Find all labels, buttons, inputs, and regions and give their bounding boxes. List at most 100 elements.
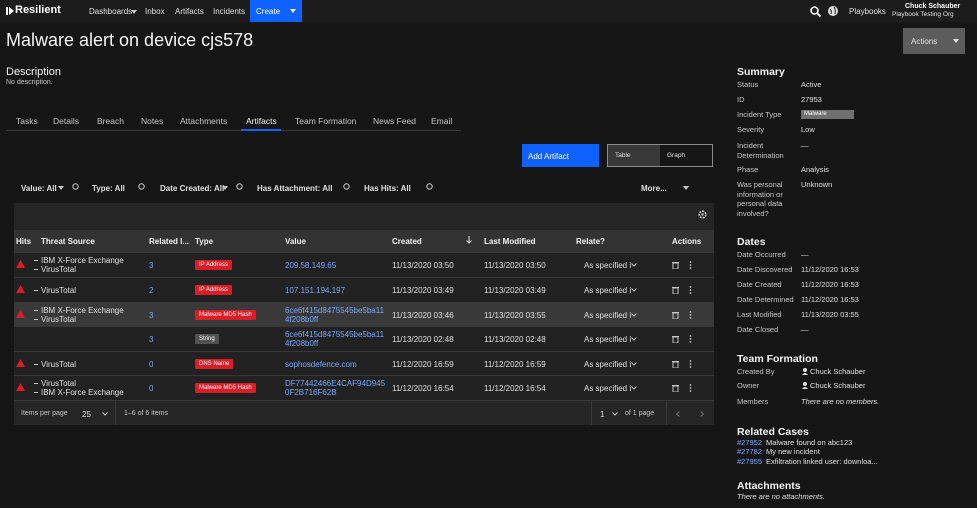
relate[interactable]: As specified i (584, 311, 632, 321)
related-count[interactable]: 3 (149, 311, 154, 321)
view-option[interactable]: Table (615, 152, 631, 159)
relate[interactable]: As specified i (584, 335, 632, 345)
relate[interactable]: As specified i (584, 261, 632, 271)
create-label[interactable]: Create (256, 7, 281, 16)
relate[interactable]: As specified i (584, 384, 632, 394)
per-page-value[interactable]: 25 (82, 410, 91, 419)
relate[interactable]: As specified i (584, 286, 632, 296)
related-count[interactable]: 0 (149, 360, 154, 370)
tab[interactable]: Team Formation (295, 116, 357, 126)
artifact-value[interactable]: 6ce6f415d8475545be5ba114f208b0ff (285, 330, 385, 349)
nav-item[interactable]: Dashboards (89, 7, 133, 16)
filter[interactable]: Has Attachment: All (257, 184, 333, 193)
tab[interactable]: Breach (97, 116, 124, 126)
column-header[interactable]: Related I... (149, 237, 190, 246)
source-bullet (34, 260, 38, 262)
overflow-menu[interactable] (689, 384, 692, 393)
delete-icon[interactable] (672, 384, 679, 393)
filter[interactable]: Date Created: All (160, 184, 225, 193)
section-title: Summary (737, 66, 785, 78)
source-bullet (34, 383, 38, 385)
prev-page[interactable] (676, 411, 680, 417)
related-count[interactable]: 0 (149, 384, 154, 394)
filter[interactable]: Has Hits: All (364, 184, 411, 193)
filter-more[interactable]: More... (641, 184, 667, 193)
column-header[interactable]: Last Modified (484, 237, 536, 246)
table-row[interactable]: VirusTotal 0 DNS Name sophosdefence.com 11/1… (14, 351, 714, 376)
created: 11/13/2020 03:49 (392, 286, 454, 296)
created: 11/12/2020 16:59 (392, 360, 454, 370)
settings-icon[interactable] (698, 210, 707, 219)
table-row[interactable]: IBM X-Force Exchange VirusTotal 3 Malware M… (14, 302, 714, 327)
delete-icon[interactable] (672, 335, 679, 344)
search-icon[interactable] (810, 6, 821, 17)
field-value: Low (801, 125, 815, 134)
table-row[interactable]: 3 String 6ce6f415d8475545be5ba114f208b0ff 1… (14, 326, 714, 351)
column-header[interactable]: Value (285, 237, 306, 246)
delete-icon[interactable] (672, 311, 679, 320)
nav-item[interactable]: Artifacts (175, 7, 204, 16)
create-button[interactable]: Create (250, 0, 302, 22)
tab[interactable]: Tasks (16, 116, 38, 126)
tab[interactable]: Notes (141, 116, 164, 126)
overflow-menu[interactable] (689, 286, 692, 295)
column-header[interactable]: Threat Source (41, 237, 95, 246)
overflow-menu[interactable] (689, 335, 692, 344)
table-row[interactable]: IBM X-Force Exchange VirusTotal 3 IP Addres… (14, 252, 714, 277)
field-value: 11/12/2020 16:53 (801, 280, 859, 289)
view-option[interactable]: Graph (667, 152, 686, 159)
tab[interactable]: Email (431, 116, 453, 126)
artifact-value[interactable]: DF77442466E4CAF94D9450F2B716F62B (285, 379, 386, 398)
artifact-value[interactable]: 6ce6f415d8475545be5ba114f208b0ff (285, 306, 385, 325)
relate[interactable]: As specified i (584, 360, 632, 370)
threat-source: VirusTotal (41, 379, 76, 389)
tab[interactable]: Details (53, 116, 79, 126)
related-count[interactable]: 2 (149, 286, 154, 296)
tab[interactable]: News Feed (373, 116, 416, 126)
delete-icon[interactable] (672, 360, 679, 369)
case-id[interactable]: #27952 (737, 438, 763, 447)
column-header[interactable]: Hits (16, 237, 32, 246)
next-page[interactable] (700, 411, 704, 417)
globe-icon[interactable] (828, 6, 838, 16)
actions-button[interactable]: Actions (903, 28, 965, 54)
page-title: Malware alert on device cjs578 (6, 30, 254, 50)
case-id[interactable]: #27782 (737, 447, 763, 456)
type-badge: Malware MD5 Hash (195, 310, 256, 321)
overflow-menu[interactable] (689, 261, 692, 270)
nav-item[interactable]: Inbox (145, 7, 165, 16)
overflow-menu[interactable] (689, 311, 692, 320)
column-header[interactable]: Actions (672, 237, 702, 246)
page-value[interactable]: 1 (600, 410, 605, 419)
table-row[interactable]: VirusTotal IBM X-Force Exchange 0 Malware M… (14, 375, 714, 400)
case-name[interactable]: Exfiltration linked user: downloa... (766, 457, 878, 466)
filter-clear (236, 183, 243, 190)
case-id[interactable]: #27955 (737, 457, 763, 466)
filter[interactable]: Value: All (21, 184, 57, 193)
related-count[interactable]: 3 (149, 335, 154, 345)
delete-icon[interactable] (672, 286, 679, 295)
column-header[interactable]: Relate? (576, 237, 605, 246)
add-artifact-label[interactable]: Add Artifact (528, 152, 569, 161)
delete-icon[interactable] (672, 261, 679, 270)
filter[interactable]: Type: All (92, 184, 125, 193)
case-name[interactable]: Malware found on abc123 (766, 438, 853, 447)
case-name[interactable]: My new incident (766, 447, 820, 456)
actions-label[interactable]: Actions (911, 37, 938, 46)
tab[interactable]: Artifacts (246, 116, 277, 126)
playbooks-link[interactable]: Playbooks (849, 7, 886, 16)
related-count[interactable]: 3 (149, 261, 154, 271)
user-name[interactable]: Chuck Schauber (905, 3, 961, 10)
table-row[interactable]: VirusTotal 2 IP Address 107.151.194.197 11/1… (14, 277, 714, 302)
column-header[interactable]: Created (392, 237, 422, 246)
attachments-text: There are no attachments. (737, 492, 825, 501)
overflow-menu[interactable] (689, 360, 692, 369)
column-header[interactable]: Type (195, 237, 214, 246)
nav-item[interactable]: Incidents (213, 7, 246, 16)
artifact-value[interactable]: 107.151.194.197 (285, 286, 346, 296)
tab[interactable]: Attachments (180, 116, 228, 126)
artifact-value[interactable]: 209.58.149.65 (285, 261, 337, 271)
relate-chevron (631, 313, 637, 317)
add-artifact-button[interactable]: Add Artifact (522, 144, 599, 167)
artifact-value[interactable]: sophosdefence.com (285, 360, 357, 370)
